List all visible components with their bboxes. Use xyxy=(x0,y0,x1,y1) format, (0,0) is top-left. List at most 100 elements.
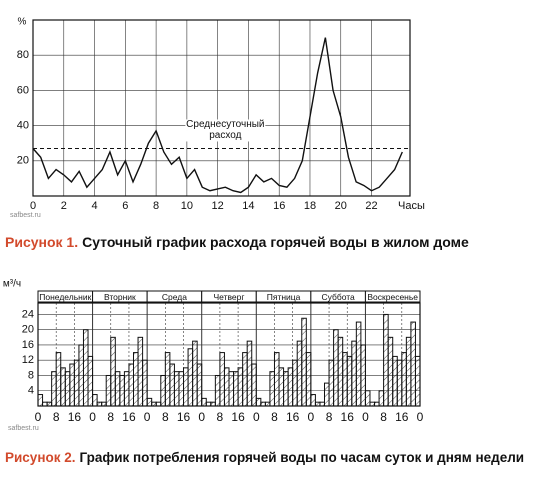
step-bar xyxy=(119,374,125,407)
day-label: Суббота xyxy=(321,292,355,302)
y-tick-label: 20 xyxy=(22,324,34,336)
step-bar xyxy=(160,374,166,407)
x-tick-label: 0 xyxy=(308,410,315,424)
step-bar xyxy=(283,371,289,407)
y-tick-label: 16 xyxy=(22,339,34,351)
step-bar xyxy=(73,359,80,407)
x-tick-label: 16 xyxy=(68,410,82,424)
step-bar xyxy=(396,359,403,407)
step-bar xyxy=(346,355,353,407)
watermark: safbest.ru xyxy=(10,212,41,219)
step-bar xyxy=(214,374,221,407)
step-bar xyxy=(201,397,207,407)
step-bar xyxy=(360,344,366,407)
step-bar xyxy=(46,401,53,407)
day-label: Пятница xyxy=(267,292,301,302)
step-bar xyxy=(169,363,175,407)
step-bar xyxy=(364,390,371,407)
step-bar xyxy=(228,371,235,407)
reference-label: Среднесуточный xyxy=(186,119,264,130)
step-bar xyxy=(210,401,216,407)
caption: Рисунок 1. Суточный график расхода горяче… xyxy=(5,234,469,250)
y-tick-label: 8 xyxy=(28,369,34,381)
step-bar xyxy=(187,348,194,407)
x-tick-label: 0 xyxy=(198,410,205,424)
x-tick-label: 16 xyxy=(231,410,245,424)
step-bar xyxy=(278,367,285,407)
x-tick-label: 8 xyxy=(326,410,333,424)
step-bar xyxy=(101,401,107,407)
step-bar xyxy=(151,401,157,407)
caption-label: Рисунок 1. xyxy=(5,234,78,250)
step-bar xyxy=(342,352,348,407)
step-bar xyxy=(37,394,44,407)
x-tick-label: 4 xyxy=(91,200,97,212)
x-tick-label: 16 xyxy=(177,410,191,424)
step-bar xyxy=(260,401,266,407)
step-bar xyxy=(183,367,189,407)
x-tick-label: 22 xyxy=(365,200,377,212)
step-bar xyxy=(242,352,248,407)
step-bar xyxy=(378,390,385,407)
x-tick-label: 8 xyxy=(153,200,159,212)
step-bar xyxy=(173,371,180,407)
step-bar xyxy=(264,401,271,407)
x-tick-label: 0 xyxy=(89,410,96,424)
x-tick-label: 10 xyxy=(181,200,193,212)
x-tick-label: 8 xyxy=(271,410,278,424)
y-tick-label: 60 xyxy=(17,84,29,96)
y-axis-label: м³/ч xyxy=(3,279,21,290)
x-tick-label: 16 xyxy=(395,410,409,424)
x-tick-label: 0 xyxy=(253,410,260,424)
step-bar xyxy=(324,382,330,407)
step-bar xyxy=(233,371,239,407)
x-tick-label: 14 xyxy=(242,200,254,212)
step-bar xyxy=(255,397,262,407)
x-tick-label: 8 xyxy=(217,410,224,424)
step-bar xyxy=(392,355,398,407)
x-tick-label: 8 xyxy=(162,410,169,424)
step-bar xyxy=(178,371,185,407)
step-bar xyxy=(64,371,71,407)
step-bar xyxy=(69,363,75,407)
step-bar xyxy=(333,329,339,407)
step-bar xyxy=(196,363,203,407)
step-bar xyxy=(269,371,275,407)
step-bar xyxy=(401,352,407,407)
step-bar xyxy=(105,374,112,407)
step-bar xyxy=(305,352,312,407)
data-line xyxy=(32,37,403,194)
step-bar xyxy=(92,394,98,407)
step-bar xyxy=(383,313,389,407)
caption: Рисунок 2. График потребления горячей вод… xyxy=(5,450,524,465)
step-bar xyxy=(314,401,321,407)
x-tick-label: 0 xyxy=(144,410,151,424)
step-bar xyxy=(87,355,94,407)
step-bar xyxy=(223,367,230,407)
y-tick-label: 80 xyxy=(17,49,29,61)
y-tick-label: 12 xyxy=(22,354,34,366)
step-bar xyxy=(251,363,257,407)
step-bar xyxy=(219,352,225,407)
x-tick-label: 0 xyxy=(30,200,36,212)
step-bar xyxy=(414,355,421,407)
step-bar xyxy=(410,321,416,407)
step-bar xyxy=(296,340,303,407)
step-bar xyxy=(123,371,130,407)
y-axis-label: % xyxy=(18,17,27,28)
day-label: Понедельник xyxy=(39,292,91,302)
step-bar xyxy=(192,340,198,407)
x-tick-label: 20 xyxy=(335,200,347,212)
x-tick-label: 0 xyxy=(35,410,42,424)
x-tick-label: 6 xyxy=(122,200,128,212)
step-bar xyxy=(405,336,412,407)
step-bar xyxy=(137,336,144,407)
step-bar xyxy=(237,367,244,407)
day-label: Среда xyxy=(162,292,187,302)
step-bar xyxy=(387,336,394,407)
step-bar xyxy=(337,336,344,407)
plot-frame xyxy=(32,19,411,197)
step-bar xyxy=(133,352,139,407)
step-bar xyxy=(142,359,148,407)
